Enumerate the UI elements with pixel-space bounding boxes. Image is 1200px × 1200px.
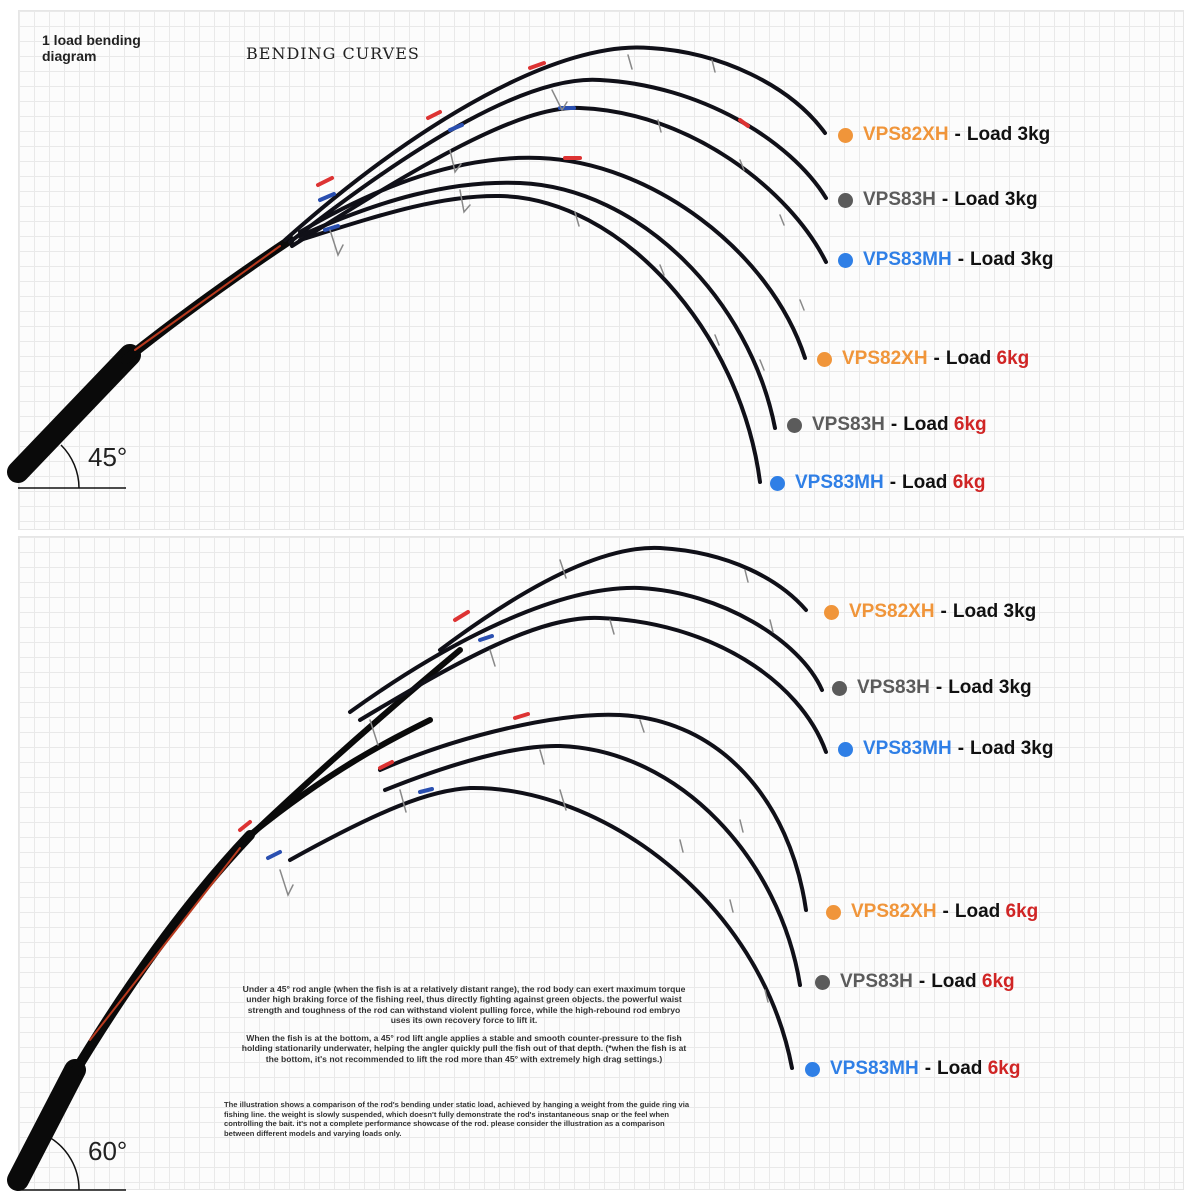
- load-word: Load: [954, 901, 1001, 922]
- series-dot: [805, 1061, 820, 1077]
- rod-bottom-vps83h-3kg: [348, 585, 824, 714]
- model-name: VPS83MH: [863, 738, 952, 759]
- series-dot: [815, 974, 830, 990]
- angle-indicator-45: [18, 444, 126, 489]
- separator: -: [957, 738, 965, 759]
- series-dot: [770, 475, 785, 491]
- model-name: VPS83MH: [795, 472, 884, 493]
- load-word: Load: [937, 1058, 983, 1079]
- model-name: VPS83H: [812, 414, 885, 435]
- load-word: Load: [903, 414, 949, 435]
- legend-bottom-vps82xh-6kg: VPS82XH - Load 6kg: [826, 901, 1038, 923]
- separator: -: [918, 971, 926, 992]
- illustration-note: The illustration shows a comparison of t…: [224, 1100, 690, 1138]
- legend-top-vps83mh-3kg: VPS83MH - Load 3kg: [838, 249, 1053, 271]
- legend-bottom-vps83h-3kg: VPS83H - Load 3kg: [832, 677, 1032, 699]
- separator: -: [933, 348, 940, 369]
- legend-top-vps83h-6kg: VPS83H - Load 6kg: [787, 414, 987, 436]
- separator: -: [924, 1058, 932, 1079]
- legend-bottom-vps83mh-6kg: VPS83MH - Load 6kg: [805, 1058, 1020, 1080]
- separator: -: [935, 677, 943, 698]
- load-value: 3kg: [1003, 601, 1037, 622]
- load-value: 6kg: [981, 971, 1015, 992]
- angle-label-45: 45°: [88, 442, 128, 472]
- series-dot: [787, 417, 802, 433]
- load-word: Load: [931, 971, 977, 992]
- description-paragraph-1: Under a 45° rod angle (when the fish is …: [242, 984, 686, 1026]
- legend-top-vps82xh-3kg: VPS82XH - Load 3kg: [838, 124, 1050, 146]
- rod-bottom-vps83h-6kg: [383, 743, 802, 987]
- rod-top-vps83h-6kg: [298, 180, 777, 430]
- load-value: 3kg: [1020, 249, 1054, 270]
- load-word: Load: [945, 348, 992, 369]
- load-value: 6kg: [996, 348, 1030, 369]
- rod-top-vps82xh-6kg: [298, 155, 807, 360]
- angle-indicator-60: [18, 1136, 126, 1191]
- legend-top-vps83mh-6kg: VPS83MH - Load 6kg: [770, 472, 985, 494]
- load-word: Load: [952, 601, 999, 622]
- model-name: VPS83MH: [863, 249, 952, 270]
- load-word: Load: [966, 124, 1013, 145]
- rods-top: [7, 45, 828, 484]
- model-name: VPS82XH: [842, 348, 928, 369]
- load-value: 3kg: [1020, 738, 1054, 759]
- legend-top-vps83h-3kg: VPS83H - Load 3kg: [838, 189, 1038, 211]
- model-name: VPS82XH: [863, 124, 949, 145]
- separator: -: [890, 414, 898, 435]
- legend-bottom-vps83mh-3kg: VPS83MH - Load 3kg: [838, 738, 1053, 760]
- rod-bottom-vps83mh-6kg: [288, 785, 794, 1070]
- model-name: VPS83H: [863, 189, 936, 210]
- description-paragraph-2: When the fish is at the bottom, a 45° ro…: [241, 1033, 687, 1064]
- legend-bottom-vps83h-6kg: VPS83H - Load 6kg: [815, 971, 1015, 993]
- rod-top-vps83mh-6kg: [298, 193, 762, 484]
- model-name: VPS83H: [840, 971, 913, 992]
- load-value: 3kg: [998, 677, 1032, 698]
- load-value: 3kg: [1004, 189, 1038, 210]
- series-dot: [838, 741, 853, 757]
- angle-label-60: 60°: [88, 1136, 128, 1166]
- panel-60-degree: [18, 536, 1184, 1190]
- series-dot: [838, 127, 853, 143]
- rod-top-vps83h-3kg: [288, 77, 828, 244]
- subtitle-label: 1 load bending diagram: [42, 32, 141, 64]
- separator: -: [889, 472, 897, 493]
- separator: -: [957, 249, 965, 270]
- rod-bottom-vps83mh-3kg: [358, 615, 828, 754]
- load-value: 6kg: [952, 472, 986, 493]
- rod-top-vps82xh-3kg: [283, 45, 827, 242]
- load-value: 3kg: [1017, 124, 1051, 145]
- load-word: Load: [902, 472, 948, 493]
- series-dot: [817, 351, 832, 367]
- load-value: 6kg: [953, 414, 987, 435]
- rods-bottom: [7, 545, 828, 1191]
- series-dot: [832, 680, 847, 696]
- load-word: Load: [948, 677, 994, 698]
- model-name: VPS82XH: [851, 901, 937, 922]
- model-name: VPS82XH: [849, 601, 935, 622]
- separator: -: [954, 124, 961, 145]
- series-dot: [838, 252, 853, 268]
- rod-bottom-vps82xh-3kg: [438, 545, 808, 652]
- series-dot: [838, 192, 853, 208]
- series-dot: [826, 904, 841, 920]
- load-word: Load: [970, 249, 1016, 270]
- load-word: Load: [954, 189, 1000, 210]
- load-word: Load: [970, 738, 1016, 759]
- rod-bottom-vps82xh-6kg: [378, 712, 808, 912]
- panel-45-degree: [18, 10, 1184, 530]
- model-name: VPS83MH: [830, 1058, 919, 1079]
- model-name: VPS83H: [857, 677, 930, 698]
- separator: -: [942, 901, 949, 922]
- separator: -: [940, 601, 947, 622]
- load-value: 6kg: [987, 1058, 1021, 1079]
- series-dot: [824, 604, 839, 620]
- legend-bottom-vps82xh-3kg: VPS82XH - Load 3kg: [824, 601, 1036, 623]
- page-title: BENDING CURVES: [246, 44, 420, 63]
- load-value: 6kg: [1005, 901, 1039, 922]
- rod-top-vps83mh-3kg: [290, 105, 828, 264]
- separator: -: [941, 189, 949, 210]
- legend-top-vps82xh-6kg: VPS82XH - Load 6kg: [817, 348, 1029, 370]
